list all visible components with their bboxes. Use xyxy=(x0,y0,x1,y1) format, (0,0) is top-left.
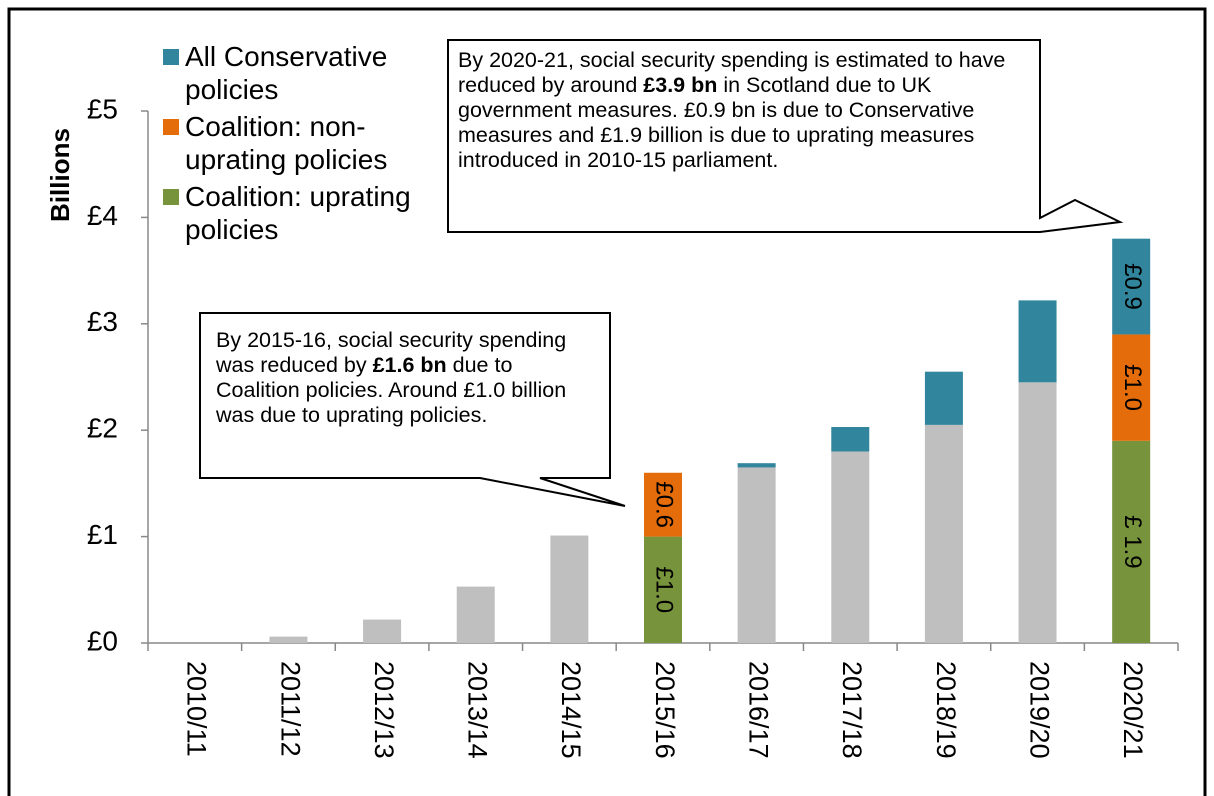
bar-segment xyxy=(644,536,682,643)
bar-segment xyxy=(1018,382,1057,643)
y-axis-title: Billions xyxy=(45,128,75,222)
y-tick-label: £0 xyxy=(87,625,118,656)
x-tick-label: 2016/17 xyxy=(744,661,774,759)
bar-segment xyxy=(924,371,963,425)
data-label: £0.6 xyxy=(651,481,678,528)
y-tick-label: £1 xyxy=(87,519,118,550)
bar-segment xyxy=(1112,238,1151,335)
legend-label: Coalition: non-uprating policies xyxy=(185,111,388,175)
legend-label: All Conservative policies xyxy=(185,41,388,105)
annotation-text: due to Coalition policies. Around £1.0 b… xyxy=(216,353,567,427)
callout-box xyxy=(199,312,626,507)
frame xyxy=(7,7,1207,796)
annotation-text: By 2020-21, social security spending is … xyxy=(458,48,1006,97)
x-tick-label: 2019/20 xyxy=(1024,661,1054,759)
bar-segment xyxy=(1018,300,1057,383)
y-tick-label: £2 xyxy=(87,413,118,444)
bar-segment xyxy=(924,424,963,643)
x-tick-label: 2018/19 xyxy=(931,661,961,759)
data-label: £ 1.9 xyxy=(1119,515,1146,568)
y-tick-label: £3 xyxy=(87,306,118,337)
bar-segment xyxy=(831,451,870,643)
legend-item: All Conservative policies xyxy=(163,40,443,106)
plot: £0 £1 £2 £3 £4 £5 2010/11 2011/12 2012/13 2013/14… xyxy=(87,93,1179,759)
data-label: £0.9 xyxy=(1119,263,1146,310)
bar-segment xyxy=(831,427,870,452)
x-tick-label: 2013/14 xyxy=(463,661,493,759)
annotation: By 2020-21, social security spending is … xyxy=(458,48,1033,173)
annotation-text: in Scotland due to UK government measure… xyxy=(458,73,975,172)
x-tick-label: 2012/13 xyxy=(369,661,399,759)
bar-segment xyxy=(737,463,776,468)
y-tick-label: £5 xyxy=(87,93,118,124)
x-tick-label: 2011/12 xyxy=(275,661,305,757)
x-tick-label: 2017/18 xyxy=(837,661,867,759)
annotation-text: £3.9 bn xyxy=(643,73,718,97)
legend-item: Coalition: non-uprating policies xyxy=(163,110,443,176)
bar-segment xyxy=(269,636,308,643)
annotation: By 2015-16, social security spending was… xyxy=(216,328,596,428)
x-tick-label: 2015/16 xyxy=(650,661,680,759)
legend-swatch xyxy=(163,119,179,135)
legend-swatch xyxy=(163,49,179,65)
bar-segment xyxy=(1112,334,1151,441)
legend: All Conservative policies Coalition: non-… xyxy=(163,40,443,250)
data-label: £1.0 xyxy=(651,566,678,613)
bar-segment xyxy=(1112,440,1151,643)
callout-box xyxy=(447,39,1124,233)
legend-label: Coalition: uprating policies xyxy=(185,181,411,245)
legend-item: Coalition: uprating policies xyxy=(163,180,443,246)
legend-swatch xyxy=(163,189,179,205)
bar-segment xyxy=(456,586,495,643)
data-label: £1.0 xyxy=(1119,364,1146,411)
annotation-text: By 2015-16, social security spending was… xyxy=(216,328,567,377)
annotation-text: £1.6 bn xyxy=(372,353,447,377)
x-tick-label: 2010/11 xyxy=(182,661,212,757)
bar-segment xyxy=(363,619,402,643)
x-tick-label: 2014/15 xyxy=(556,661,586,759)
bar-segment xyxy=(550,535,589,643)
bar-segment xyxy=(737,467,776,643)
y-tick-label: £4 xyxy=(87,200,118,231)
x-tick-label: 2020/21 xyxy=(1118,661,1148,759)
bar-segment xyxy=(644,472,682,537)
